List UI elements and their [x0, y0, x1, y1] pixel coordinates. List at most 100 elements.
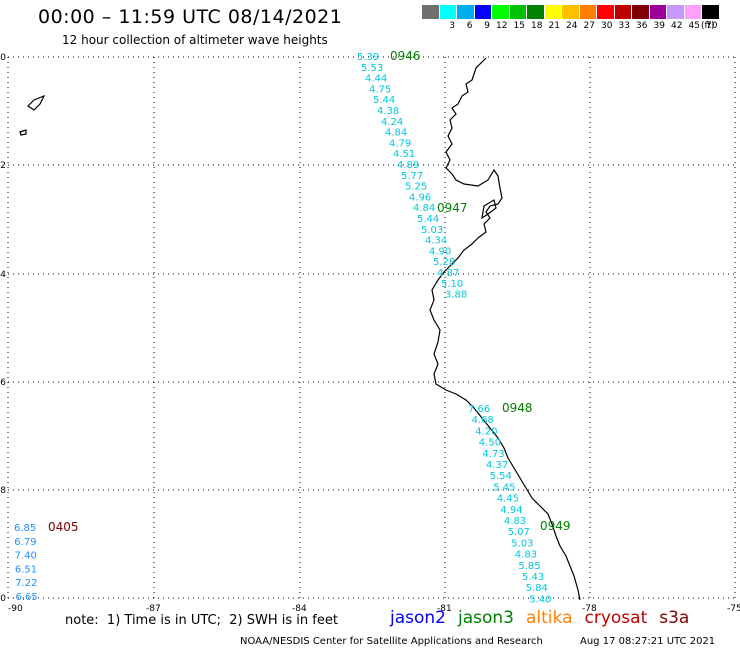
- wave-height-value: 4.20: [475, 426, 497, 437]
- wave-height-value: 4.34: [425, 236, 447, 247]
- lon-tick-label: -84: [292, 604, 307, 614]
- track-time-label: 0946: [390, 49, 421, 63]
- colorbar-swatch: [702, 5, 720, 19]
- map-subtitle: 12 hour collection of altimeter wave hei…: [62, 33, 328, 47]
- colorbar-unit: (ft): [701, 21, 715, 31]
- satellite-legend-jason3: jason3: [458, 608, 514, 628]
- wave-height-value: 4.45: [497, 494, 519, 505]
- colorbar-swatch: [439, 5, 457, 19]
- colorbar-tick-label: 70: [706, 21, 718, 31]
- colorbar-tick-label: 21: [548, 21, 560, 31]
- wave-height-value: 5.40: [529, 594, 551, 605]
- wave-height-value: 5.53: [361, 63, 383, 74]
- footer-timestamp: Aug 17 08:27:21 UTC 2021: [580, 636, 716, 647]
- colorbar-swatch: [457, 5, 475, 19]
- colorbar-tick-label: 33: [618, 21, 630, 31]
- wave-height-value: 6.79: [14, 537, 36, 548]
- wave-height-colorbar: [422, 5, 720, 19]
- track-time-label: 0947: [437, 201, 468, 215]
- colorbar-tick-label: 36: [636, 21, 648, 31]
- wave-height-value: 5.45: [493, 482, 515, 493]
- colorbar-tick-label: 27: [583, 21, 595, 31]
- wave-height-value: 4.79: [389, 138, 411, 149]
- lon-tick-label: -78: [582, 604, 597, 614]
- wave-height-value: 4.38: [377, 106, 399, 117]
- wave-height-value: 3.88: [445, 290, 467, 301]
- colorbar-swatch: [579, 5, 597, 19]
- wave-height-value: 5.10: [441, 279, 463, 290]
- colorbar-swatch: [492, 5, 510, 19]
- colorbar-tick-label: 39: [653, 21, 665, 31]
- track-0948: 0948 7.664.684.204.504.734.375.545.454.45…: [468, 401, 551, 605]
- wave-height-value: 4.96: [409, 192, 431, 203]
- wave-height-value: 6.65: [16, 592, 38, 603]
- satellite-legend-s3a: s3a: [659, 608, 690, 628]
- track-time-label: 0949: [540, 519, 571, 533]
- wave-height-value: 7.22: [15, 578, 37, 589]
- satellite-legend-jason2: jason2: [390, 608, 446, 628]
- wave-height-value: 5.39: [357, 52, 379, 63]
- footer-credit: NOAA/NESDIS Center for Satellite Applica…: [240, 636, 543, 647]
- lon-tick-label: -81: [437, 604, 452, 614]
- wave-height-value: 7.66: [468, 404, 490, 415]
- wave-height-value: 4.68: [472, 415, 494, 426]
- colorbar-swatch: [649, 5, 667, 19]
- satellite-legend-cryosat: cryosat: [584, 608, 648, 628]
- wave-height-value: 4.83: [515, 550, 537, 561]
- wave-height-value: 4.50: [479, 438, 501, 449]
- lat-tick-label: -8: [0, 486, 6, 496]
- lat-tick-label: -6: [0, 378, 6, 388]
- south-america-coastline: [429, 57, 581, 601]
- wave-height-value: 5.54: [490, 471, 512, 482]
- galapagos-island-main: [27, 94, 46, 111]
- wave-height-value: 5.03: [421, 225, 443, 236]
- colorbar-tick-label: 9: [484, 21, 490, 31]
- lat-tick-label: -10: [0, 594, 6, 604]
- colorbar-swatch: [632, 5, 650, 19]
- wave-height-value: 6.51: [15, 564, 37, 575]
- track-time-label: 0405: [48, 520, 79, 534]
- wave-height-value: 5.85: [518, 561, 540, 572]
- wave-height-value: 5.44: [373, 95, 395, 106]
- wave-height-value: 4.84: [385, 128, 407, 139]
- guayaquil-gulf-island: [481, 199, 497, 220]
- lat-tick-label: 0: [0, 53, 6, 63]
- wave-height-value: 5.84: [526, 583, 548, 594]
- wave-height-value: 5.28: [433, 257, 455, 268]
- colorbar-tick-label: 45: [688, 21, 700, 31]
- colorbar-swatch: [562, 5, 580, 19]
- wave-height-value: 4.37: [486, 460, 508, 471]
- wave-height-value: 4.73: [482, 449, 504, 460]
- colorbar-swatch: [544, 5, 562, 19]
- lat-tick-label: -2: [0, 161, 6, 171]
- lon-tick-label: -75: [727, 604, 740, 614]
- satellite-legend: jason2 jason3 altika cryosat s3a: [390, 608, 701, 628]
- wave-height-value: 5.25: [405, 182, 427, 193]
- colorbar-tick-label: 12: [496, 21, 508, 31]
- wave-height-value: 4.44: [365, 74, 387, 85]
- track-0946: 09465.395.534.444.755.444.384.244.844.79…: [357, 49, 467, 301]
- wave-height-value: 7.40: [15, 551, 37, 562]
- wave-height-value: 4.87: [437, 268, 459, 279]
- colorbar-swatch: [474, 5, 492, 19]
- wave-height-value: 4.84: [413, 203, 435, 214]
- wave-height-value: 4.89: [397, 160, 419, 171]
- wave-height-value: 4.83: [504, 516, 526, 527]
- lon-tick-label: -90: [8, 604, 23, 614]
- track-0405: 0405 6.85 6.79 7.40 6.51 7.22 6.65: [14, 520, 79, 603]
- lat-tick-label: -4: [0, 270, 6, 280]
- colorbar-tick-label: 42: [671, 21, 683, 31]
- colorbar-swatch: [527, 5, 545, 19]
- coastline: [19, 57, 581, 601]
- colorbar-swatch: [422, 5, 440, 19]
- satellite-legend-altika: altika: [526, 608, 573, 628]
- axis-labels: -90 -87 -84 -81 -78 -75 0 -2 -4 -6 -8 -10: [0, 53, 740, 614]
- colorbar-swatch: [684, 5, 702, 19]
- wave-height-value: 4.24: [381, 117, 403, 128]
- colorbar-tick-label: 15: [513, 21, 525, 31]
- colorbar-labels: 3 6 9 12 15 18 21 24 27 30 33 36 39 42 45 70: [422, 21, 720, 31]
- wave-height-value: 4.51: [393, 149, 415, 160]
- colorbar-tick-label: 24: [566, 21, 578, 31]
- wave-height-value: 5.07: [508, 527, 530, 538]
